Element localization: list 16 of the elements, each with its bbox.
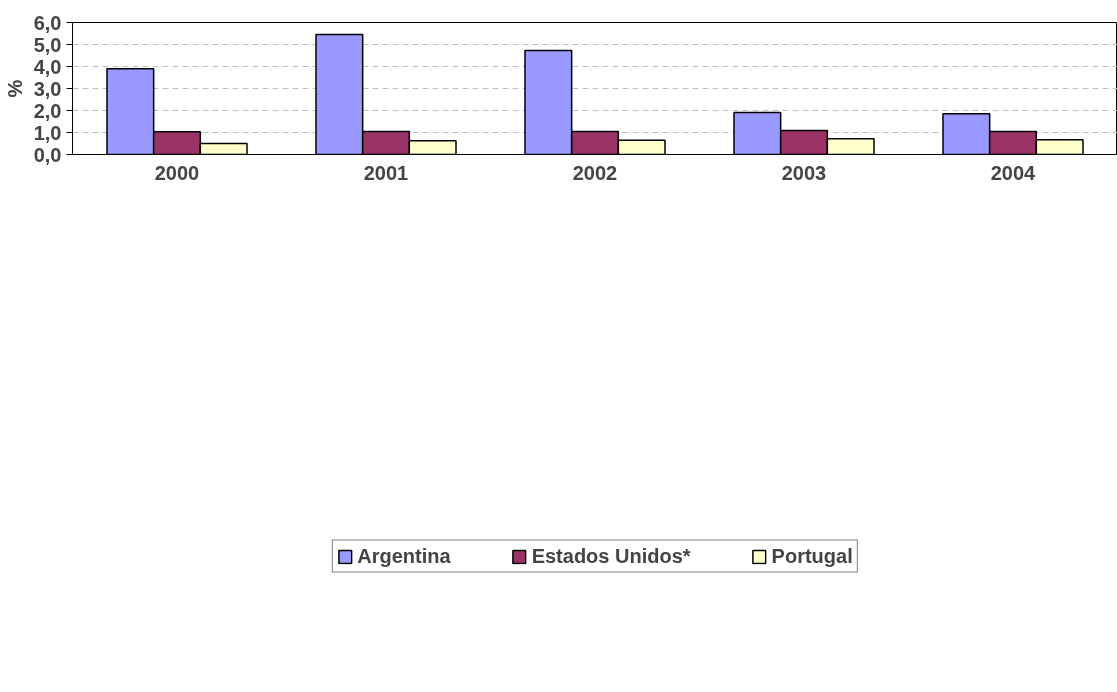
y-tick-label: 6,0 [33,11,62,34]
y-axis-title: % [3,79,26,98]
x-tick-label: 2001 [363,161,409,184]
x-tick-label: 2000 [154,161,200,184]
legend-label: Portugal [771,544,853,568]
y-tick-label: 3,0 [33,77,62,100]
x-tick-label: 2004 [990,161,1037,184]
x-tick-label: 2002 [572,161,618,184]
legend-label: Estados Unidos* [531,544,691,568]
y-tick-label: 2,0 [33,99,62,122]
y-tick-label: 5,0 [33,33,62,56]
y-tick-label: 4,0 [33,55,62,78]
y-tick-label: 1,0 [33,121,62,144]
legend-label: Argentina [357,544,451,568]
y-tick-label: 0,0 [33,143,62,166]
x-tick-label: 2003 [781,161,827,184]
